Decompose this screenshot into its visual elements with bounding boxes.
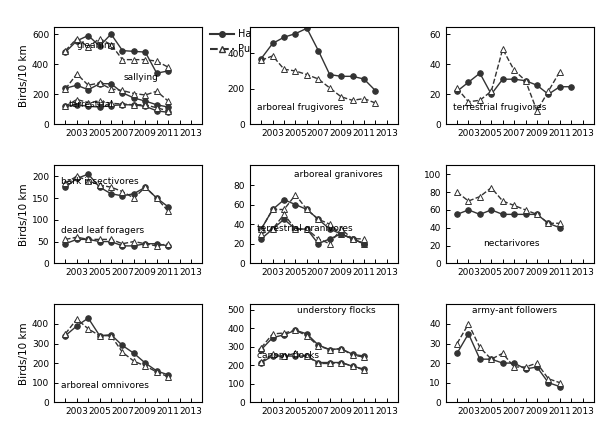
Text: canopy flocks: canopy flocks — [257, 351, 319, 360]
Y-axis label: Birds/10 km: Birds/10 km — [19, 183, 29, 246]
Text: gleaning: gleaning — [76, 41, 116, 50]
Text: bark insectivores: bark insectivores — [61, 177, 139, 186]
Text: sallying: sallying — [124, 73, 158, 83]
Text: army-ant followers: army-ant followers — [472, 306, 557, 315]
Text: terrestrial granivores: terrestrial granivores — [257, 224, 353, 233]
Y-axis label: Birds/10 km: Birds/10 km — [19, 322, 29, 385]
Text: dead leaf foragers: dead leaf foragers — [61, 226, 145, 235]
Text: arboreal granivores: arboreal granivores — [295, 170, 383, 179]
Text: terrestrial: terrestrial — [69, 100, 113, 109]
Text: arboreal omnivores: arboreal omnivores — [61, 381, 149, 390]
Text: understory flocks: understory flocks — [297, 306, 376, 315]
Text: arboreal frugivores: arboreal frugivores — [257, 103, 344, 112]
Text: terrestrial frugivores: terrestrial frugivores — [453, 103, 547, 112]
Y-axis label: Birds/10 km: Birds/10 km — [19, 44, 29, 107]
Text: nectarivores: nectarivores — [483, 239, 539, 248]
Legend: Harpia, Puma: Harpia, Puma — [210, 30, 271, 54]
